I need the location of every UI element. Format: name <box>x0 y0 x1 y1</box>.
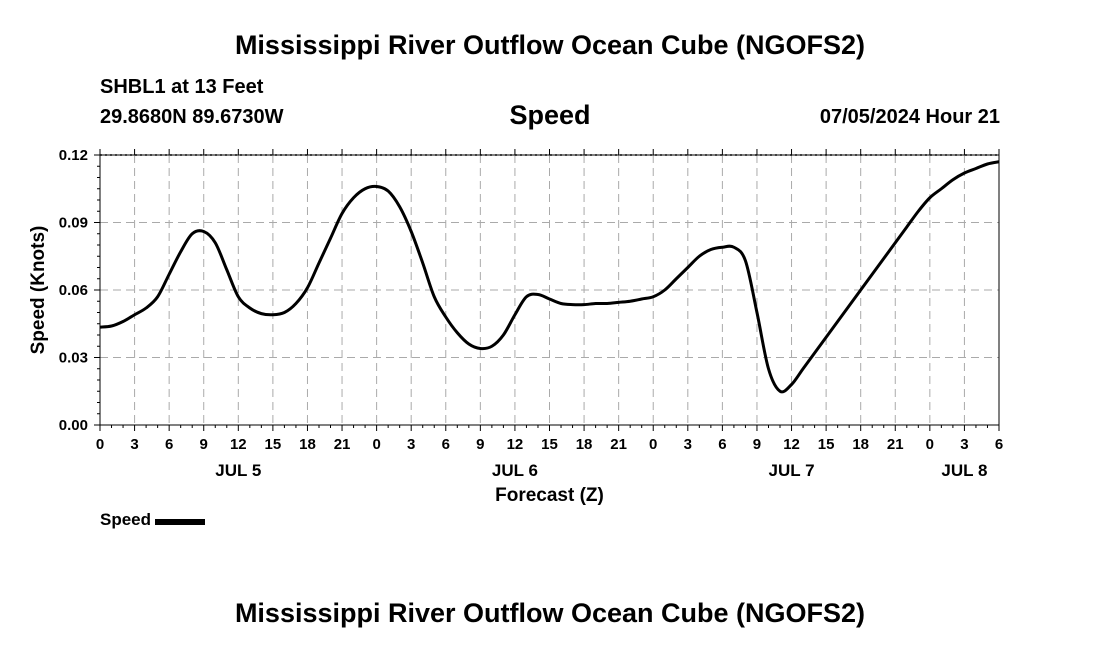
x-tick-label: 21 <box>334 436 351 453</box>
series-line-speed <box>99 160 1000 394</box>
chart-main-title: Mississippi River Outflow Ocean Cube (NG… <box>234 30 866 60</box>
x-tick-label: 12 <box>230 436 247 453</box>
x-tick-label: 0 <box>926 436 934 453</box>
y-tick-label: 0.12 <box>59 147 88 164</box>
forecast-datetime: 07/05/2024 Hour 21 <box>819 106 1000 128</box>
x-tick-label: 9 <box>753 436 761 453</box>
y-tick-label: 0.00 <box>59 417 88 434</box>
day-label: JUL 6 <box>492 461 538 480</box>
grid-lines <box>100 154 999 425</box>
x-axis-title: Forecast (Z) <box>495 485 604 506</box>
legend-swatch-speed <box>155 518 206 525</box>
series-layer <box>99 160 1000 394</box>
x-tick-label: 9 <box>476 436 484 453</box>
x-tick-label: 15 <box>541 436 558 453</box>
footer-title: Mississippi River Outflow Ocean Cube (NG… <box>234 598 866 628</box>
x-tick-label: 6 <box>442 436 450 453</box>
x-tick-label: 3 <box>960 436 968 453</box>
x-tick-label: 9 <box>200 436 208 453</box>
x-tick-label: 12 <box>507 436 524 453</box>
y-tick-label: 0.06 <box>59 282 88 299</box>
x-tick-label: 15 <box>818 436 835 453</box>
x-tick-label: 18 <box>852 436 869 453</box>
x-tick-label: 0 <box>649 436 657 453</box>
x-tick-label: 21 <box>887 436 904 453</box>
legend: Speed <box>100 510 206 530</box>
x-tick-label: 12 <box>783 436 800 453</box>
x-tick-label: 3 <box>684 436 692 453</box>
day-label: JUL 8 <box>941 461 987 480</box>
x-tick-label: 3 <box>130 436 138 453</box>
x-tick-label: 18 <box>576 436 593 453</box>
day-label: JUL 7 <box>769 461 815 480</box>
x-tick-label: 6 <box>995 436 1003 453</box>
y-axis-title: Speed (Knots) <box>28 226 49 355</box>
axes: 0 3 6 9 12 15 18 21 0 3 6 9 12 15 18 21 0 3 6 9 12 15 18 21 0 3 6 0… <box>28 147 1003 506</box>
x-tick-label: 18 <box>299 436 316 453</box>
station-label: SHBL1 at 13 Feet <box>100 76 264 98</box>
x-tick-label: 15 <box>265 436 282 453</box>
station-coordinates: 29.8680N 89.6730W <box>100 106 284 128</box>
variable-title: Speed <box>509 100 591 130</box>
y-tick-label: 0.03 <box>59 350 88 367</box>
x-tick-label: 0 <box>372 436 380 453</box>
x-tick-label: 6 <box>165 436 173 453</box>
x-tick-label: 3 <box>407 436 415 453</box>
x-tick-label: 21 <box>610 436 627 453</box>
x-tick-label: 6 <box>718 436 726 453</box>
x-tick-label: 0 <box>96 436 104 453</box>
day-label: JUL 5 <box>215 461 261 480</box>
legend-label: Speed <box>100 510 152 529</box>
y-tick-label: 0.09 <box>59 215 88 232</box>
